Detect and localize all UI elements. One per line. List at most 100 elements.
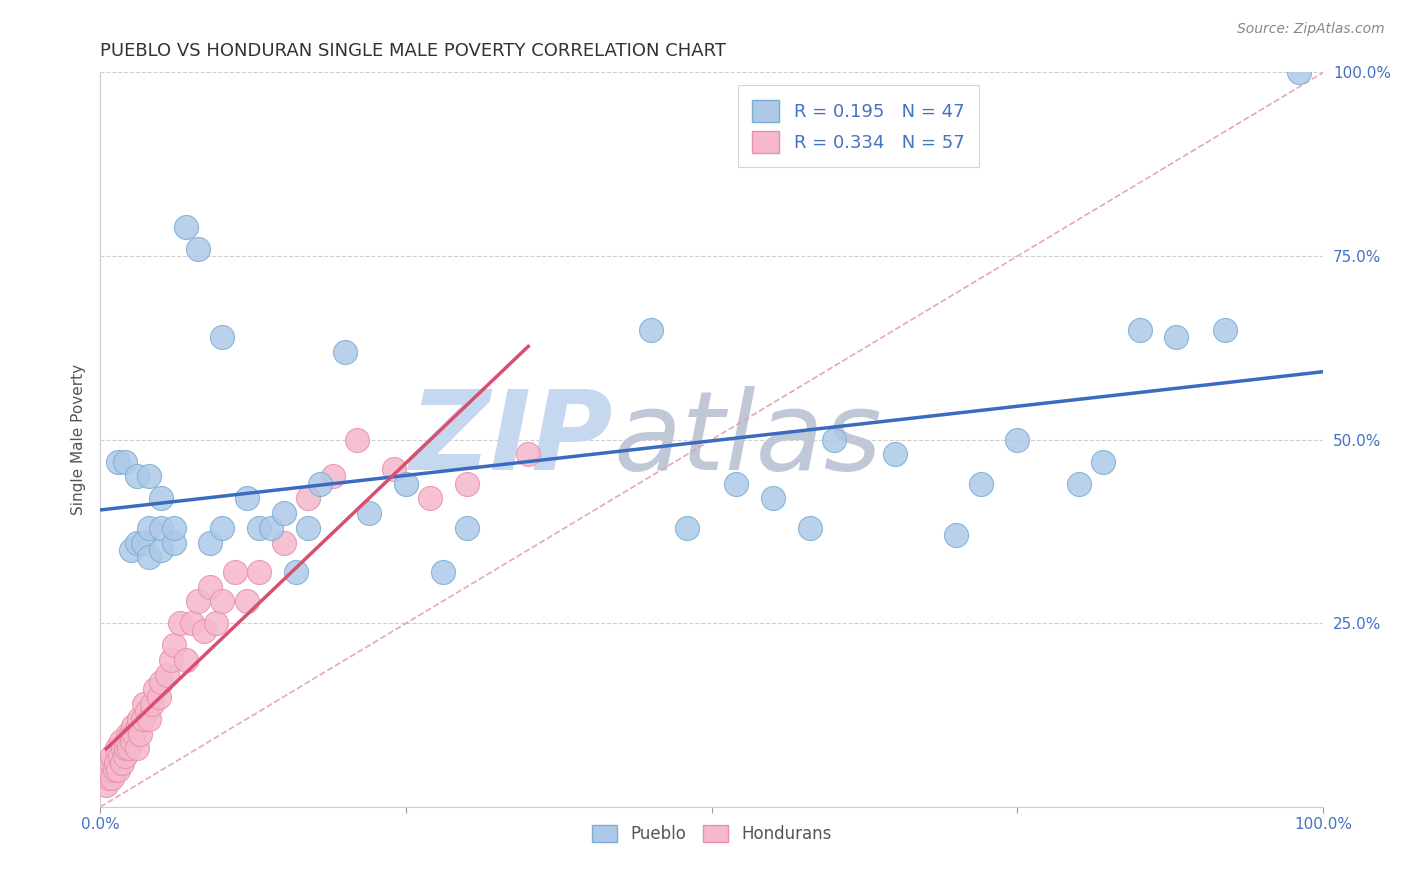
Point bbox=[138, 469, 160, 483]
Point bbox=[174, 653, 197, 667]
Point bbox=[105, 756, 128, 770]
Point bbox=[1288, 65, 1310, 79]
Point bbox=[135, 705, 157, 719]
Point bbox=[799, 521, 821, 535]
Point bbox=[193, 624, 215, 638]
Point bbox=[97, 771, 120, 785]
Text: ZIP: ZIP bbox=[411, 386, 614, 493]
Point bbox=[1067, 476, 1090, 491]
Text: atlas: atlas bbox=[614, 386, 883, 493]
Point bbox=[107, 455, 129, 469]
Point bbox=[162, 639, 184, 653]
Point bbox=[382, 462, 405, 476]
Point bbox=[125, 741, 148, 756]
Point bbox=[138, 521, 160, 535]
Point bbox=[236, 594, 259, 608]
Point bbox=[122, 719, 145, 733]
Point bbox=[1007, 433, 1029, 447]
Point bbox=[247, 565, 270, 579]
Point bbox=[517, 447, 540, 461]
Point bbox=[156, 667, 179, 681]
Point bbox=[143, 682, 166, 697]
Point bbox=[125, 469, 148, 483]
Point bbox=[260, 521, 283, 535]
Point bbox=[150, 542, 173, 557]
Text: Source: ZipAtlas.com: Source: ZipAtlas.com bbox=[1237, 22, 1385, 37]
Point bbox=[150, 491, 173, 506]
Point bbox=[1092, 455, 1115, 469]
Point bbox=[114, 748, 136, 763]
Point bbox=[205, 616, 228, 631]
Point bbox=[162, 535, 184, 549]
Y-axis label: Single Male Poverty: Single Male Poverty bbox=[72, 364, 86, 516]
Point bbox=[128, 712, 150, 726]
Point bbox=[309, 476, 332, 491]
Point bbox=[247, 521, 270, 535]
Point bbox=[98, 764, 121, 778]
Point bbox=[121, 734, 143, 748]
Point bbox=[132, 712, 155, 726]
Point bbox=[676, 521, 699, 535]
Point bbox=[169, 616, 191, 631]
Point bbox=[187, 594, 209, 608]
Point bbox=[297, 491, 319, 506]
Point bbox=[432, 565, 454, 579]
Point bbox=[120, 726, 142, 740]
Point bbox=[180, 616, 202, 631]
Point bbox=[333, 344, 356, 359]
Point bbox=[127, 719, 149, 733]
Point bbox=[138, 712, 160, 726]
Point bbox=[111, 756, 134, 770]
Point bbox=[118, 741, 141, 756]
Point bbox=[456, 521, 478, 535]
Point bbox=[236, 491, 259, 506]
Point bbox=[160, 653, 183, 667]
Point bbox=[970, 476, 993, 491]
Point bbox=[419, 491, 441, 506]
Point bbox=[273, 535, 295, 549]
Point bbox=[884, 447, 907, 461]
Point bbox=[346, 433, 368, 447]
Point bbox=[100, 756, 122, 770]
Point bbox=[120, 542, 142, 557]
Point bbox=[200, 535, 222, 549]
Point bbox=[107, 764, 129, 778]
Point bbox=[101, 771, 124, 785]
Point bbox=[105, 741, 128, 756]
Point bbox=[114, 741, 136, 756]
Point bbox=[112, 741, 135, 756]
Point bbox=[211, 330, 233, 344]
Point bbox=[101, 748, 124, 763]
Point bbox=[359, 506, 381, 520]
Point bbox=[138, 550, 160, 565]
Point bbox=[148, 690, 170, 704]
Point bbox=[297, 521, 319, 535]
Point bbox=[640, 322, 662, 336]
Point bbox=[273, 506, 295, 520]
Point bbox=[108, 748, 131, 763]
Point bbox=[124, 726, 146, 740]
Point bbox=[104, 764, 127, 778]
Point bbox=[96, 778, 118, 792]
Point bbox=[211, 594, 233, 608]
Point bbox=[322, 469, 344, 483]
Point bbox=[762, 491, 785, 506]
Point bbox=[134, 697, 156, 711]
Point bbox=[725, 476, 748, 491]
Point bbox=[150, 521, 173, 535]
Point bbox=[114, 455, 136, 469]
Point bbox=[945, 528, 967, 542]
Point bbox=[110, 734, 132, 748]
Point bbox=[823, 433, 845, 447]
Point bbox=[224, 565, 246, 579]
Point bbox=[162, 521, 184, 535]
Point bbox=[284, 565, 307, 579]
Point bbox=[1215, 322, 1237, 336]
Point bbox=[456, 476, 478, 491]
Point bbox=[200, 580, 222, 594]
Point bbox=[174, 219, 197, 234]
Point bbox=[141, 697, 163, 711]
Point bbox=[395, 476, 418, 491]
Point bbox=[115, 734, 138, 748]
Text: PUEBLO VS HONDURAN SINGLE MALE POVERTY CORRELATION CHART: PUEBLO VS HONDURAN SINGLE MALE POVERTY C… bbox=[100, 42, 725, 60]
